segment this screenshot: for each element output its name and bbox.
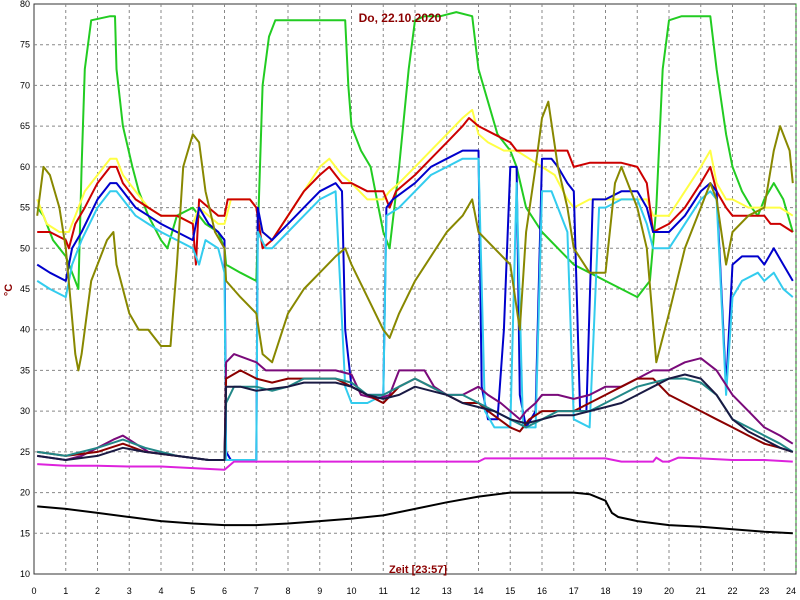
x-tick-label: 22 bbox=[727, 586, 737, 596]
y-tick-label: 50 bbox=[20, 243, 30, 253]
x-tick-label: 23 bbox=[759, 586, 769, 596]
y-tick-label: 60 bbox=[20, 162, 30, 172]
y-tick-label: 80 bbox=[20, 0, 30, 9]
x-tick-label: 10 bbox=[346, 586, 356, 596]
grid bbox=[34, 4, 797, 574]
y-tick-label: 75 bbox=[20, 40, 30, 50]
x-tick-label: 21 bbox=[696, 586, 706, 596]
x-tick-label: 8 bbox=[285, 586, 290, 596]
series-line-4 bbox=[36, 149, 794, 461]
x-tick-label: 6 bbox=[222, 586, 227, 596]
x-tick-label: 24 bbox=[786, 586, 796, 596]
x-axis-label: Zeit [23:57] bbox=[389, 564, 447, 576]
y-tick-label: 15 bbox=[20, 528, 30, 538]
x-tick-label: 1 bbox=[63, 586, 68, 596]
y-tick-label: 35 bbox=[20, 365, 30, 375]
x-tick-label: 9 bbox=[317, 586, 322, 596]
x-tick-label: 2 bbox=[95, 586, 100, 596]
series-line-6 bbox=[36, 100, 794, 372]
x-tick-label: 19 bbox=[632, 586, 642, 596]
x-tick-label: 18 bbox=[600, 586, 610, 596]
x-tick-label: 11 bbox=[379, 586, 388, 596]
x-tick-label: 14 bbox=[473, 586, 483, 596]
y-tick-label: 70 bbox=[20, 80, 30, 90]
x-tick-label: 5 bbox=[190, 586, 195, 596]
x-tick-label: 7 bbox=[254, 586, 259, 596]
y-axis-label: °C bbox=[3, 284, 15, 296]
y-tick-labels: 10 15 20 25 30 35 40 45 50 55 60 65 70 75 80 bbox=[20, 0, 30, 579]
y-tick-label: 65 bbox=[20, 121, 30, 131]
series-line-10 bbox=[37, 373, 794, 461]
series-line-11 bbox=[37, 456, 793, 471]
y-tick-label: 40 bbox=[20, 325, 30, 335]
x-tick-label: 17 bbox=[569, 586, 579, 596]
series-line-2 bbox=[36, 108, 794, 242]
x-tick-label: 13 bbox=[442, 586, 452, 596]
x-tick-label: 3 bbox=[127, 586, 132, 596]
x-tick-label: 4 bbox=[158, 586, 163, 596]
y-tick-label: 45 bbox=[20, 284, 30, 294]
x-tick-label: 16 bbox=[537, 586, 547, 596]
series-layer bbox=[36, 11, 794, 535]
y-tick-label: 55 bbox=[20, 203, 30, 213]
series-line-1 bbox=[36, 11, 794, 299]
x-tick-label: 20 bbox=[664, 586, 674, 596]
chart-title: Do, 22.10.2020 bbox=[359, 11, 442, 25]
x-tick-label: 15 bbox=[505, 586, 515, 596]
y-tick-label: 20 bbox=[20, 488, 30, 498]
x-tick-label: 0 bbox=[31, 586, 36, 596]
x-tick-label: 12 bbox=[410, 586, 420, 596]
y-tick-label: 10 bbox=[20, 569, 30, 579]
series-line-5 bbox=[36, 157, 794, 461]
series-line-12 bbox=[37, 491, 793, 535]
x-tick-labels: 0 1 2 3 4 5 6 7 8 9 10 11 12 13 14 15 16 17 18 19 20 21 22 23 24 bbox=[31, 586, 796, 596]
series-line-3 bbox=[37, 117, 794, 266]
y-tick-label: 30 bbox=[20, 406, 30, 416]
y-tick-label: 25 bbox=[20, 447, 30, 457]
